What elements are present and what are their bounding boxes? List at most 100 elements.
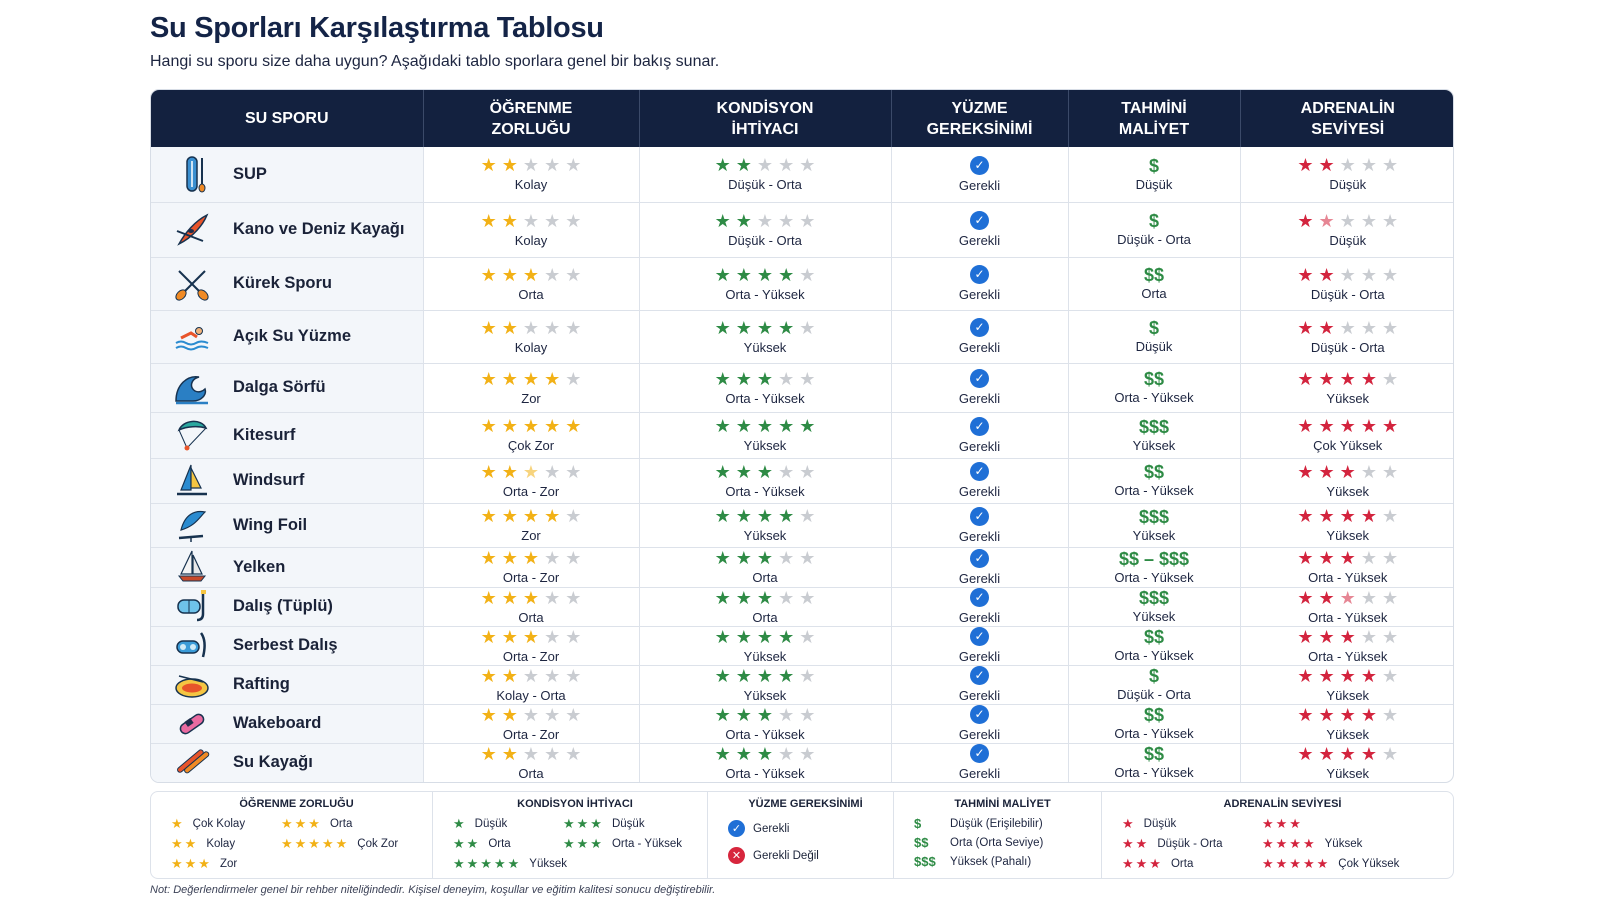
- adrenaline-stars: ★★★★★: [1246, 626, 1454, 647]
- star-icon: ★: [522, 210, 545, 231]
- star-icon: ★: [1297, 704, 1319, 725]
- star-icon: ★: [756, 416, 779, 436]
- star-icon: ★: [756, 548, 779, 568]
- fitness-label: Yüksek: [743, 687, 787, 703]
- fitness-label: Yüksek: [743, 438, 787, 453]
- star-icon: ★: [480, 506, 502, 526]
- star-icon: ★: [544, 210, 566, 231]
- x-circle-icon: ✕: [728, 847, 745, 864]
- star-icon: ★: [1360, 416, 1382, 436]
- page-title: Su Sporları Karşılaştırma Tablosu: [150, 12, 604, 44]
- star-icon: ★: [1381, 665, 1404, 686]
- star-icon: ★: [799, 210, 821, 231]
- star-icon: ★★★: [563, 816, 604, 831]
- swim-cell: ✓ Gerekli: [891, 202, 1069, 258]
- star-icon: ★: [778, 461, 800, 482]
- sport-cell: Rafting: [151, 665, 424, 705]
- learning-stars: ★★★★★: [429, 507, 639, 525]
- fitness-stars: ★★★★★: [645, 212, 891, 230]
- legend-swim-required-label: Gerekli: [753, 822, 790, 835]
- fitness-cell: ★★★★★ Düşük - Orta: [639, 202, 892, 258]
- check-circle-icon: ✓: [970, 265, 989, 284]
- star-icon: ★: [735, 665, 757, 686]
- star-icon: ★: [1339, 317, 1361, 338]
- learning-label: Kolay: [514, 232, 548, 248]
- fitness-label: Orta - Yüksek: [725, 726, 805, 742]
- crossed-oars-icon: [173, 265, 211, 303]
- star-icon: ★: [1381, 704, 1404, 725]
- learning-cell: ★★★★★ Orta - Zor: [423, 626, 640, 666]
- cost-label: Orta - Yüksek: [1114, 765, 1194, 780]
- star-icon: ★: [480, 210, 502, 231]
- swim-label: Gerekli: [958, 484, 1001, 499]
- legend-item: ★★★ Düşük: [563, 816, 703, 832]
- star-icon: ★: [735, 155, 757, 176]
- fitness-cell: ★★★★★ Yüksek: [639, 503, 892, 548]
- swim-cell: ✓ Gerekli: [891, 257, 1069, 311]
- star-icon: ★: [501, 461, 523, 482]
- learning-label: Çok Zor: [507, 438, 555, 453]
- table-row: Wing Foil ★★★★★ Zor ★★★★★ Yüksek ✓ Gerekli $$$ Y…: [151, 503, 1453, 548]
- star-icon: ★: [756, 506, 779, 526]
- star-icon: ★: [799, 587, 821, 608]
- star-icon: ★: [1360, 665, 1382, 686]
- star-icon: ★: [799, 704, 821, 725]
- star-icon: ★: [799, 743, 821, 764]
- column-header-fitness: KONDİSYON İHTİYACI: [639, 90, 892, 147]
- fitness-stars: ★★★★★: [645, 628, 891, 646]
- adrenaline-label: Düşük: [1329, 232, 1367, 248]
- fitness-cell: ★★★★★ Yüksek: [639, 412, 892, 459]
- legend-swim-title: YÜZME GEREKSİNİMİ: [748, 798, 863, 810]
- learning-stars: ★★★★★: [429, 706, 639, 724]
- footnote: Not: Değerlendirmeler genel bir rehber n…: [150, 884, 716, 896]
- sport-cell: SUP: [151, 147, 424, 203]
- star-icon: ★: [778, 416, 800, 436]
- star-icon: ★: [544, 155, 566, 176]
- learning-cell: ★★★★★ Kolay: [423, 147, 640, 203]
- header-cost-text: TAHMİNİ MALİYET: [1118, 99, 1190, 138]
- legend-item-label: Çok Kolay: [192, 818, 246, 830]
- learning-stars: ★★★★★: [429, 417, 639, 435]
- check-circle-icon: ✓: [970, 155, 989, 175]
- star-icon: ★: [1339, 626, 1361, 647]
- swim-cell: ✓ Gerekli: [891, 587, 1069, 627]
- star-icon: ★: [1297, 264, 1319, 285]
- fitness-label: Yüksek: [743, 339, 787, 355]
- swim-cell: ✓ Gerekli: [891, 626, 1069, 666]
- star-icon: ★: [544, 506, 566, 526]
- star-icon: ★: [799, 665, 821, 686]
- sport-cell: Kürek Sporu: [151, 257, 424, 311]
- legend-cost-title: TAHMİNİ MALİYET: [954, 798, 1051, 810]
- legend-adrenaline-title: ADRENALİN SEVİYESİ: [1223, 798, 1342, 810]
- star-icon: ★: [735, 587, 757, 608]
- check-circle-icon: ✓: [970, 416, 989, 436]
- star-icon: ★: [1318, 587, 1340, 608]
- star-icon: ★: [756, 461, 779, 482]
- adrenaline-stars: ★★★★★: [1246, 264, 1454, 285]
- star-icon: ★: [1381, 416, 1404, 436]
- star-icon: ★: [522, 264, 545, 285]
- star-icon: ★★: [1122, 836, 1150, 851]
- star-icon: ★: [1318, 704, 1340, 725]
- fitness-stars: ★★★★★: [645, 745, 891, 763]
- star-icon: ★: [735, 210, 757, 231]
- legend-item: ★★★ Orta - Yüksek: [563, 836, 703, 852]
- star-icon: ★: [1360, 264, 1382, 285]
- adrenaline-stars: ★★★★★: [1246, 156, 1454, 174]
- star-icon: ★: [1297, 317, 1319, 338]
- star-icon: ★: [1381, 317, 1404, 338]
- fitness-stars: ★★★★★: [645, 417, 891, 435]
- fitness-label: Orta - Yüksek: [725, 286, 805, 302]
- adrenaline-cell: ★★★★★ Orta - Yüksek: [1240, 547, 1453, 588]
- star-icon: ★: [1339, 368, 1361, 389]
- cost-label: Yüksek: [1132, 437, 1176, 453]
- cost-sign: $: [1148, 318, 1159, 338]
- cost-sign: $$: [1143, 744, 1165, 764]
- adrenaline-label: Orta - Yüksek: [1308, 570, 1388, 585]
- sport-name: Dalış (Tüplü): [233, 597, 333, 615]
- star-icon: ★: [1381, 743, 1404, 764]
- star-icon: ★: [501, 626, 523, 647]
- star-icon: ★: [522, 506, 545, 526]
- star-icon: ★: [565, 626, 587, 647]
- fitness-cell: ★★★★★ Orta - Yüksek: [639, 363, 892, 413]
